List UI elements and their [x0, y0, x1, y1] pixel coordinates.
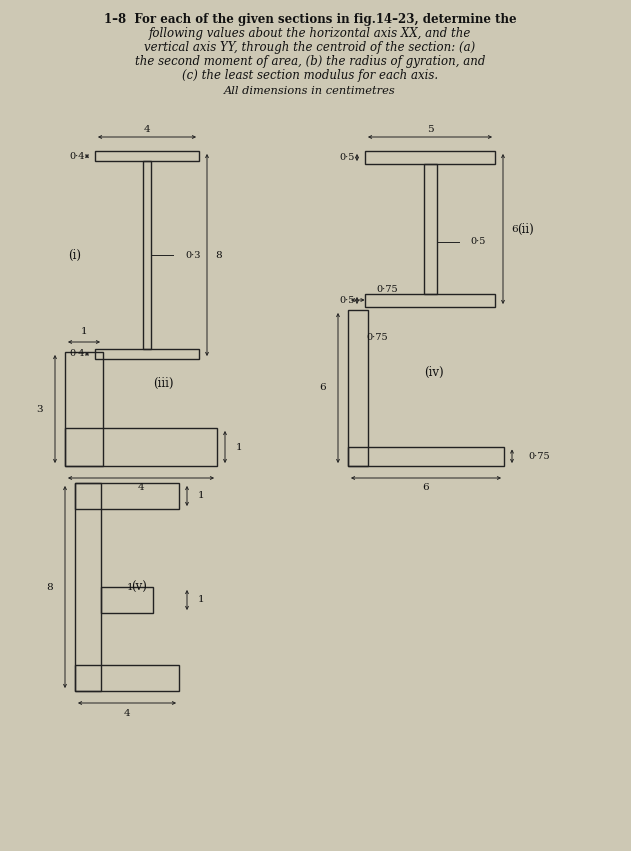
Bar [65, 352, 103, 466]
Bar [365, 294, 495, 307]
Text: 0·75: 0·75 [376, 285, 398, 294]
Text: 0·75: 0·75 [528, 452, 550, 460]
Text: 0·5: 0·5 [339, 153, 355, 162]
Text: 6: 6 [423, 483, 429, 493]
Bar [95, 349, 199, 359]
Bar [348, 310, 367, 466]
Text: 5: 5 [427, 124, 433, 134]
Text: 0·4: 0·4 [69, 151, 85, 161]
Text: 0·3: 0·3 [185, 250, 201, 260]
Text: 0·75: 0·75 [367, 333, 388, 341]
Bar [75, 665, 179, 691]
Text: following values about the horizontal axis XX, and the: following values about the horizontal ax… [149, 27, 471, 40]
Text: (iii): (iii) [153, 378, 174, 391]
Text: 6: 6 [319, 384, 326, 392]
Text: 1: 1 [236, 443, 243, 452]
Text: 8: 8 [46, 582, 53, 591]
Text: (i): (i) [69, 248, 81, 261]
Text: 1: 1 [81, 328, 87, 336]
Bar [95, 151, 199, 162]
Text: (ii): (ii) [517, 222, 534, 236]
Text: vertical axis YY, through the centroid of the section: (a): vertical axis YY, through the centroid o… [144, 41, 476, 54]
Text: 0·5: 0·5 [339, 296, 355, 305]
Text: (c) the least section modulus for each axis.: (c) the least section modulus for each a… [182, 69, 438, 82]
Text: All dimensions in centimetres: All dimensions in centimetres [224, 86, 396, 96]
Bar [101, 587, 153, 613]
Text: 3: 3 [37, 404, 43, 414]
Text: (iv): (iv) [424, 366, 444, 379]
Text: 6: 6 [512, 225, 518, 233]
Bar [348, 447, 504, 466]
Text: 0·4: 0·4 [69, 349, 85, 358]
Bar [143, 162, 151, 349]
Text: (v): (v) [131, 580, 148, 593]
Text: 8: 8 [216, 250, 222, 260]
Text: 4: 4 [124, 709, 131, 717]
Text: 1: 1 [198, 492, 204, 500]
Text: 4: 4 [138, 483, 144, 493]
Text: the second moment of area, (b) the radius of gyration, and: the second moment of area, (b) the radiu… [135, 55, 485, 68]
Text: 4: 4 [144, 124, 150, 134]
Text: 1: 1 [198, 596, 204, 604]
Bar [75, 483, 179, 509]
Text: 1–8  For each of the given sections in fig.14–23, determine the: 1–8 For each of the given sections in fi… [103, 13, 516, 26]
Text: 0·5: 0·5 [471, 237, 486, 247]
Bar [65, 428, 217, 466]
Text: 1: 1 [127, 582, 134, 591]
Bar [75, 483, 101, 691]
Bar [423, 164, 437, 294]
Bar [365, 151, 495, 164]
